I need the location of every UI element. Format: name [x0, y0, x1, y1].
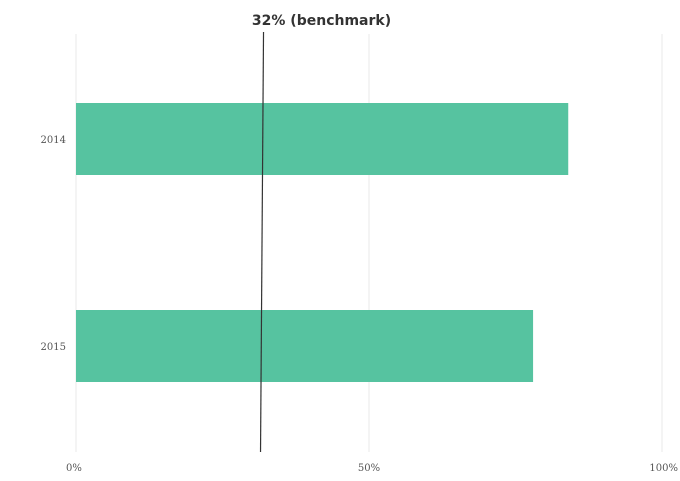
y-tick-label: 2015 — [41, 342, 66, 353]
bar-2015 — [76, 310, 534, 382]
grid-lines — [75, 34, 663, 452]
y-axis-labels: 2014 2015 — [41, 135, 66, 353]
x-tick-label: 100% — [649, 463, 678, 474]
x-tick-label: 0% — [66, 463, 82, 474]
benchmark-line — [259, 31, 265, 453]
x-axis-labels: 0% 50% 100% — [66, 463, 678, 474]
bars — [76, 103, 569, 382]
benchmark-label: 32% (benchmark) — [252, 13, 391, 29]
bar-2014 — [76, 103, 569, 175]
x-tick-label: 50% — [358, 463, 380, 474]
y-tick-label: 2014 — [41, 135, 66, 146]
